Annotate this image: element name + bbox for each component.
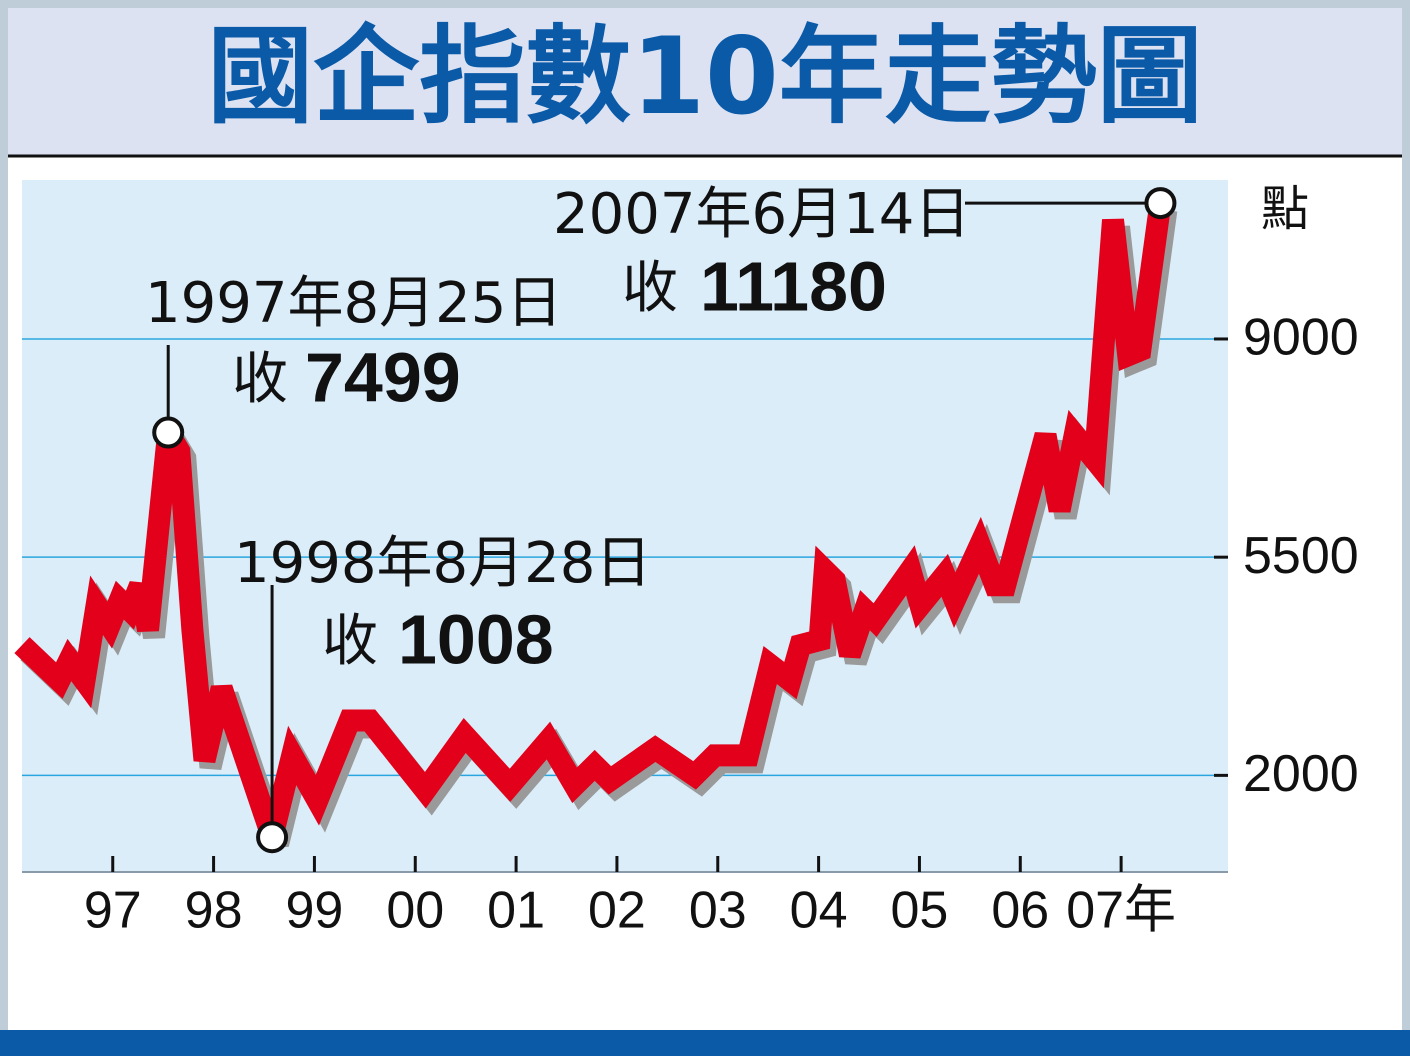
y-tick-label: 5500 (1243, 527, 1359, 585)
x-tick-label: 97 (84, 882, 142, 940)
y-tick-label: 9000 (1243, 309, 1359, 367)
x-tick-label: 05 (891, 882, 949, 940)
y-axis-unit: 點 (1261, 181, 1309, 237)
x-tick-label: 99 (286, 882, 344, 940)
footer-band (0, 1030, 1410, 1056)
annotation-date: 2007年6月14日 (553, 182, 970, 247)
x-tick-label: 06 (991, 882, 1049, 940)
x-tick-label: 03 (689, 882, 747, 940)
annotation-date: 1997年8月25日 (145, 271, 562, 336)
x-tick-label: 00 (386, 882, 444, 940)
point-marker (1144, 187, 1177, 220)
annotation-date: 1998年8月28日 (234, 531, 651, 596)
point-marker (152, 416, 185, 449)
data-label: 1008 (398, 600, 554, 678)
y-tick-label: 2000 (1243, 745, 1359, 803)
annotation-prefix: 收 (622, 256, 678, 321)
x-tick-label: 01 (487, 882, 545, 940)
point-marker (256, 821, 289, 854)
x-tick-label: 07年 (1066, 882, 1176, 940)
annotation-prefix: 收 (232, 347, 288, 412)
x-tick-label: 02 (588, 882, 646, 940)
data-label: 7499 (305, 338, 461, 416)
annotation-prefix: 收 (322, 609, 378, 674)
title-band (8, 8, 1402, 155)
x-tick-label: 04 (790, 882, 848, 940)
x-tick-label: 98 (185, 882, 243, 940)
data-label: 11180 (700, 247, 887, 325)
line (14, 201, 1172, 841)
chart-title: 國企指數10年走勢圖 (207, 15, 1203, 138)
